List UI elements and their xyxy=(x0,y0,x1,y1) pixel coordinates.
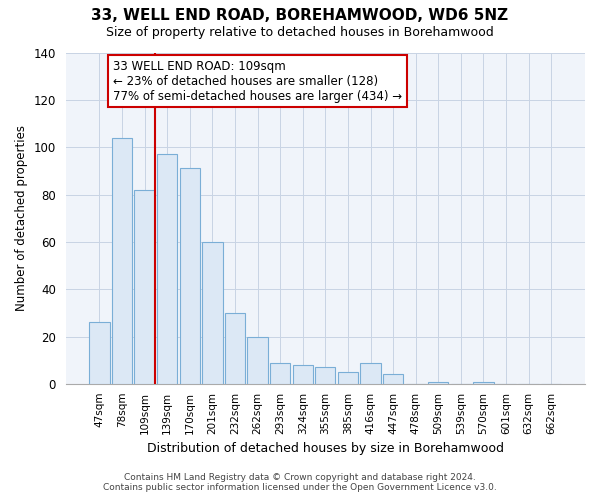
Text: 33 WELL END ROAD: 109sqm
← 23% of detached houses are smaller (128)
77% of semi-: 33 WELL END ROAD: 109sqm ← 23% of detach… xyxy=(113,60,402,102)
Bar xyxy=(89,322,110,384)
Bar xyxy=(293,365,313,384)
Text: Contains HM Land Registry data © Crown copyright and database right 2024.
Contai: Contains HM Land Registry data © Crown c… xyxy=(103,473,497,492)
Bar xyxy=(112,138,132,384)
Bar xyxy=(134,190,155,384)
Bar xyxy=(247,336,268,384)
Bar xyxy=(338,372,358,384)
Bar xyxy=(383,374,403,384)
Bar xyxy=(315,368,335,384)
Y-axis label: Number of detached properties: Number of detached properties xyxy=(15,125,28,311)
Text: Size of property relative to detached houses in Borehamwood: Size of property relative to detached ho… xyxy=(106,26,494,39)
Bar xyxy=(157,154,178,384)
Bar xyxy=(179,168,200,384)
Text: 33, WELL END ROAD, BOREHAMWOOD, WD6 5NZ: 33, WELL END ROAD, BOREHAMWOOD, WD6 5NZ xyxy=(91,8,509,22)
Bar xyxy=(270,362,290,384)
Bar xyxy=(361,362,380,384)
Bar xyxy=(202,242,223,384)
X-axis label: Distribution of detached houses by size in Borehamwood: Distribution of detached houses by size … xyxy=(147,442,504,455)
Bar xyxy=(225,313,245,384)
Bar xyxy=(473,382,494,384)
Bar xyxy=(428,382,448,384)
